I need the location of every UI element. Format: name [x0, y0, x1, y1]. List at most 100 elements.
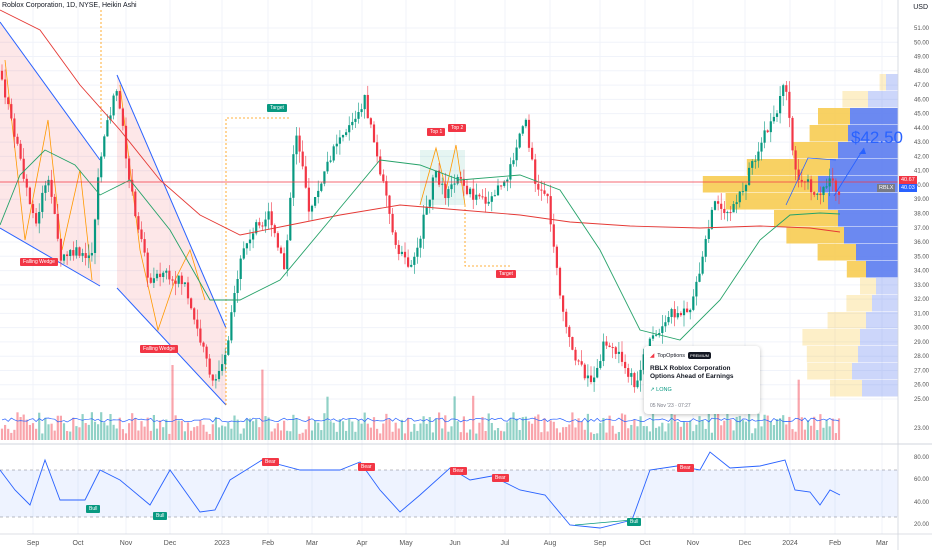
volume-bar [695, 424, 698, 440]
profile-bar-blue [838, 210, 898, 227]
candle-body [75, 247, 78, 256]
candle-body [534, 159, 537, 184]
volume-bar [4, 424, 7, 440]
candle-body [109, 115, 112, 121]
candle-body [717, 201, 720, 204]
candle-body [403, 251, 407, 258]
candle-body [766, 130, 769, 133]
candle-body [283, 253, 286, 270]
candle-body [248, 239, 252, 244]
candle-body [732, 204, 735, 213]
candle-body [639, 369, 642, 381]
volume-bar [819, 414, 822, 440]
candle-body [227, 340, 230, 355]
candle-body [221, 364, 224, 371]
candle-body [785, 85, 788, 92]
volume-bar [19, 416, 22, 440]
volume-bar [744, 421, 748, 440]
candle-body [664, 322, 667, 327]
volume-bar [487, 413, 490, 440]
profile-bar-yellow [806, 346, 858, 363]
profile-bar-yellow [827, 312, 866, 329]
candle-body [416, 247, 419, 257]
candle-body [524, 119, 527, 127]
volume-bar [245, 418, 248, 440]
candle-body [757, 151, 760, 161]
candle-body [704, 238, 707, 257]
volume-bar [763, 414, 766, 440]
candle-body [834, 180, 837, 192]
candle-body [236, 278, 239, 294]
volume-bar [242, 428, 245, 440]
volume-bar [484, 431, 487, 440]
volume-bar [813, 416, 816, 440]
candle-body [394, 232, 397, 245]
candle-body [62, 254, 66, 261]
candle-body [202, 342, 205, 347]
candle-body [658, 333, 661, 335]
candle-body [106, 120, 109, 137]
volume-bar [90, 412, 93, 440]
volume-bar [645, 426, 648, 440]
time-axis[interactable]: Sep Oct Nov Dec 2023 Feb Mar Apr May Jun Jul Aug Sep… [27, 540, 889, 547]
profile-bar-yellow [830, 380, 862, 397]
price-tick: 34.00 [914, 269, 930, 275]
candle-body [357, 112, 360, 119]
candle-body [4, 79, 7, 98]
candle-body [304, 166, 307, 188]
candle-body [314, 197, 317, 206]
volume-bar [620, 413, 624, 440]
price-tick: 45.00 [914, 112, 930, 118]
volume-bar [351, 421, 354, 440]
candle-body [270, 211, 273, 226]
volume-bar [524, 416, 527, 440]
candle-body [59, 238, 62, 261]
candle-body [425, 206, 428, 215]
candle-body [735, 202, 738, 205]
volume-bar [639, 416, 642, 440]
candle-body [310, 205, 314, 212]
idea-card-brand: ◢ TopOptions PREMIUM [650, 352, 711, 359]
candle-body [196, 319, 199, 329]
candle-body [779, 96, 782, 114]
volume-bar [624, 414, 627, 440]
volume-bar [608, 415, 611, 440]
profile-bar-yellow [860, 278, 876, 295]
volume-bar [772, 425, 775, 440]
price-tick: 23.00 [914, 426, 930, 432]
idea-card[interactable]: ◢ TopOptions PREMIUM RBLX Roblox Corpora… [644, 346, 760, 414]
volume-bar [248, 418, 252, 440]
candle-body [589, 375, 593, 383]
candle-body [41, 192, 44, 212]
volume-bar [760, 426, 763, 440]
volume-bar [348, 418, 351, 440]
candle-body [7, 97, 10, 105]
target-1-line [225, 117, 290, 405]
time-tick: Feb [829, 540, 841, 547]
idea-card-headline[interactable]: RBLX Roblox Corporation Options Ahead of… [650, 365, 734, 380]
candle-body [481, 196, 484, 198]
candle-body [438, 170, 441, 185]
volume-bar [602, 417, 605, 440]
volume-bar [416, 430, 419, 440]
volume-bar [81, 414, 84, 440]
price-axis[interactable]: 51.00 50.00 49.00 48.00 47.00 46.00 45.00 44.00… [914, 26, 930, 432]
volume-bar [159, 420, 162, 440]
price-tick: 51.00 [914, 26, 930, 32]
wedge-1-top [0, 21, 101, 161]
candle-body [686, 308, 689, 313]
volume-bar [341, 421, 345, 440]
volume-bar [168, 433, 171, 440]
profile-bar-blue [844, 227, 898, 244]
volume-bar [152, 414, 155, 440]
candle-body [397, 244, 400, 255]
profile-bar-yellow [786, 227, 844, 244]
candle-body [335, 143, 338, 147]
candle-body [323, 171, 326, 184]
volume-bar [66, 430, 69, 440]
volume-bar [428, 417, 431, 440]
candle-body [233, 293, 236, 313]
volume-bar [593, 433, 596, 440]
candle-body [797, 169, 800, 180]
